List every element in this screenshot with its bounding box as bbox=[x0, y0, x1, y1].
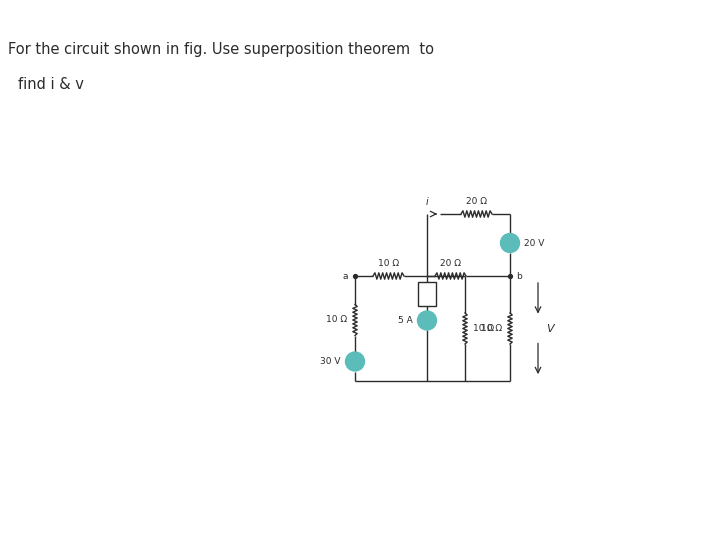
Text: b: b bbox=[516, 272, 522, 281]
Text: 10 Ω: 10 Ω bbox=[378, 260, 399, 268]
Text: 5 A: 5 A bbox=[397, 316, 413, 325]
Text: 10 Ω: 10 Ω bbox=[473, 324, 495, 333]
Text: i: i bbox=[426, 197, 428, 207]
Circle shape bbox=[500, 233, 520, 252]
Text: 20 V: 20 V bbox=[524, 238, 545, 248]
Circle shape bbox=[346, 352, 364, 371]
Text: 20 Ω: 20 Ω bbox=[440, 260, 461, 268]
Text: 10 Ω: 10 Ω bbox=[325, 315, 347, 325]
Bar bbox=[418, 282, 436, 306]
Text: find i & v: find i & v bbox=[18, 77, 84, 92]
Text: 30 V: 30 V bbox=[320, 357, 341, 366]
Circle shape bbox=[418, 311, 436, 330]
Text: 10 Ω: 10 Ω bbox=[481, 324, 502, 333]
Text: 20 Ω: 20 Ω bbox=[466, 197, 487, 206]
Text: For the circuit shown in fig. Use superposition theorem  to: For the circuit shown in fig. Use superp… bbox=[8, 42, 434, 57]
Text: a: a bbox=[343, 272, 348, 281]
Text: V: V bbox=[546, 324, 554, 333]
